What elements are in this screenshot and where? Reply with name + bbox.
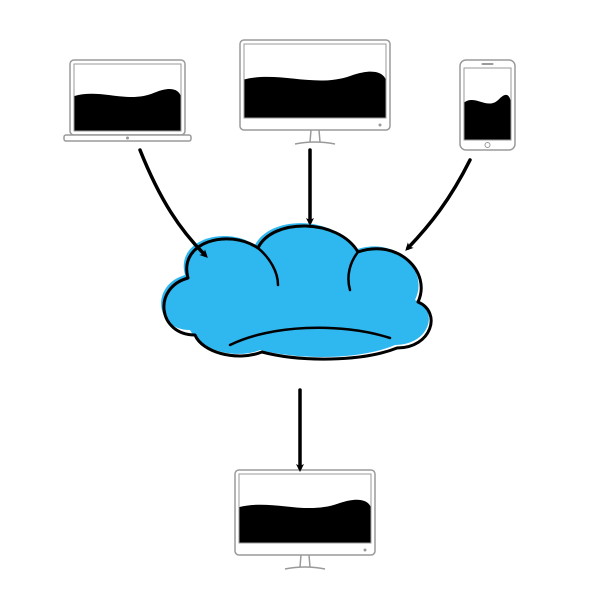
cloud-icon — [161, 223, 431, 359]
desktop-monitor-bottom-icon — [235, 470, 375, 569]
desktop-monitor-top-icon — [240, 40, 390, 144]
laptop-icon — [64, 60, 191, 141]
cloud-sync-diagram — [0, 0, 600, 600]
arrow-laptop-to-cloud — [140, 150, 205, 255]
arrow-phone-to-cloud — [408, 160, 470, 248]
smartphone-icon — [460, 60, 515, 150]
